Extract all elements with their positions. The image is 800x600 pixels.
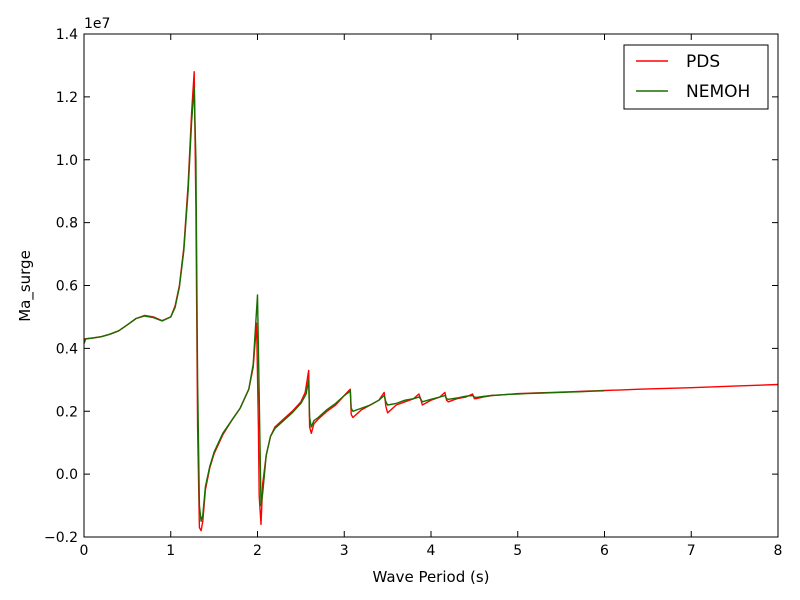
y-tick-label: 0.4 (56, 341, 78, 357)
x-tick-label: 3 (340, 543, 349, 559)
x-tick-label: 0 (80, 543, 89, 559)
legend: PDS NEMOH (623, 44, 769, 110)
y-tick-label: 0.8 (56, 216, 78, 232)
x-axis-label: Wave Period (s) (373, 568, 490, 586)
y-tick-label: 1.0 (56, 153, 78, 169)
legend-label-nemoh: NEMOH (686, 82, 750, 102)
x-tick-label: 1 (166, 543, 175, 559)
x-tick-label: 8 (774, 543, 783, 559)
plot-area (84, 34, 778, 537)
series-line-nemoh (83, 86, 605, 522)
series-layer (83, 70, 779, 532)
x-tick-label: 6 (600, 543, 609, 559)
legend-box (623, 44, 769, 110)
y-scale-label: 1e7 (84, 16, 110, 32)
y-tick-label: 1.2 (56, 90, 78, 106)
x-tick-label: 7 (687, 543, 696, 559)
y-tick-label: 0.2 (56, 404, 78, 420)
legend-label-pds: PDS (686, 52, 720, 72)
x-tick-label: 5 (513, 543, 522, 559)
ticks-layer: 0 1 2 3 4 5 6 7 8 −0.2 0.0 0.2 0.4 0.6 0.8 1.0 1.2 1.4 (44, 27, 782, 559)
y-axis-label: Ma_surge (16, 250, 35, 322)
y-tick-label: 0.0 (56, 467, 78, 483)
x-tick-label: 2 (253, 543, 262, 559)
plot-frame (83, 33, 779, 538)
y-tick-label: −0.2 (44, 530, 78, 546)
y-tick-label: 1.4 (56, 27, 78, 43)
y-tick-label: 0.6 (56, 279, 78, 295)
x-tick-label: 4 (427, 543, 436, 559)
